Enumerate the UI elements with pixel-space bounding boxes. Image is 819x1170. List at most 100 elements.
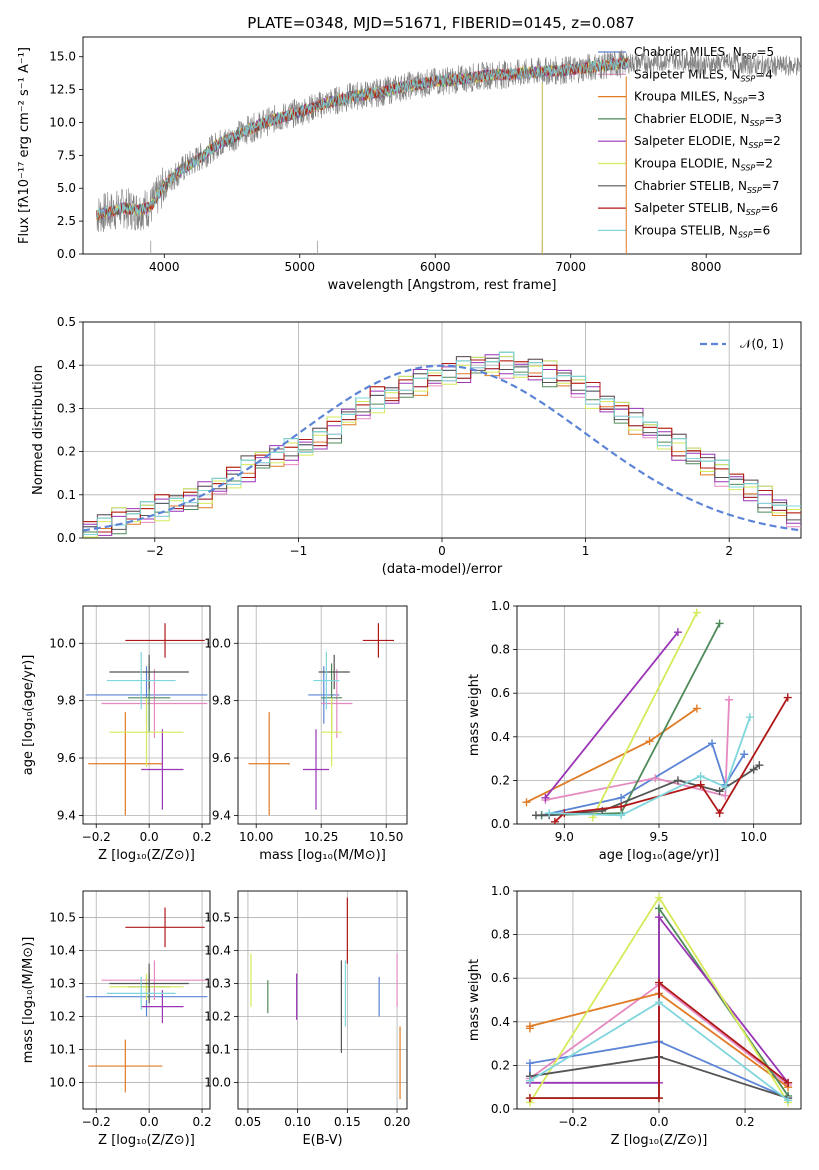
legend-entry: Salpeter STELIB, NSSP=6 <box>634 201 778 217</box>
legend-tail: =6 <box>760 201 778 215</box>
x-tick-label: 4000 <box>149 260 180 274</box>
y-tick-label: 0.3 <box>57 401 76 415</box>
weight-marker <box>715 809 724 818</box>
observed-spectrum-line <box>96 49 801 233</box>
legend-tail: =5 <box>756 45 774 59</box>
x-tick-label: 0.2 <box>193 830 212 844</box>
weight-series-line <box>529 1040 789 1099</box>
age_vs_Z-axes: −0.2 0.0 0.2 9.4 9.6 9.8 10.0 <box>49 605 212 844</box>
y-tick-label: 0.2 <box>57 445 76 459</box>
weight-marker <box>545 809 554 818</box>
axes-frame <box>237 890 408 1110</box>
axes-frame <box>82 890 211 1110</box>
legend-entry: Kroupa MILES, NSSP=3 <box>634 90 765 106</box>
x-tick-label: 0.20 <box>384 1115 411 1129</box>
x-tick-label: −1 <box>290 544 308 558</box>
chart-title: PLATE=0348, MJD=51671, FIBERID=0145, z=0… <box>247 14 634 32</box>
weight-marker <box>721 791 730 800</box>
y-tick-label: 0.4 <box>57 358 76 372</box>
y-tick-label: 10.4 <box>204 943 231 957</box>
weight-marker <box>617 811 626 820</box>
weight_vs_Z-plot-area <box>525 893 793 1107</box>
weight-marker <box>655 893 663 902</box>
x-tick-label: 5000 <box>284 260 315 274</box>
x-axis-label: (data-model)/error <box>382 562 503 577</box>
legend-label: Kroupa ELODIE, N <box>634 157 741 171</box>
y-tick-label: 7.5 <box>57 148 76 162</box>
y-tick-label: 10.1 <box>49 1043 76 1057</box>
x-tick-label: 0.2 <box>193 1115 212 1129</box>
weight-marker <box>692 608 701 617</box>
axes-frame <box>82 605 211 825</box>
y-tick-label: 0.0 <box>491 1102 510 1116</box>
weight-marker <box>655 1094 663 1103</box>
x-tick-label: 0.05 <box>235 1115 262 1129</box>
y-axis-label: mass weight <box>467 959 482 1041</box>
weight-marker <box>721 782 730 791</box>
y-tick-label: 0.4 <box>491 730 510 744</box>
legend-subscript: SSP <box>747 186 762 195</box>
residual-histogram <box>83 351 801 535</box>
legend-label: Salpeter MILES, N <box>634 67 741 81</box>
y-tick-label: 0.6 <box>491 686 510 700</box>
y-tick-label: 10.0 <box>204 636 231 650</box>
y-tick-label: 10.1 <box>204 1043 231 1057</box>
legend-subscript: SSP <box>750 119 765 128</box>
x-axis-label: Z [log₁₀(Z/Z⊙)] <box>98 848 195 863</box>
legend-label: Chabrier ELODIE, N <box>634 112 750 126</box>
legend-label: Chabrier STELIB, N <box>634 179 747 193</box>
legend-subscript: SSP <box>741 74 756 83</box>
legend-tail: =3 <box>747 90 765 104</box>
y-tick-label: 0.8 <box>491 928 510 942</box>
weight-marker <box>745 713 754 722</box>
x-tick-label: 0.15 <box>334 1115 361 1129</box>
axes-frame <box>516 605 802 825</box>
legend-entry: 𝒩(0, 1) <box>740 337 784 351</box>
x-tick-label: 10.25 <box>304 830 338 844</box>
weight-marker <box>725 695 734 704</box>
y-tick-label: 0.0 <box>57 531 76 545</box>
weight-marker <box>655 998 663 1007</box>
residual-histogram <box>83 359 801 533</box>
y-tick-label: 9.4 <box>212 808 231 822</box>
weight-marker <box>715 619 724 628</box>
legend-label: Kroupa MILES, N <box>634 90 733 104</box>
axes-frame <box>237 605 408 825</box>
weight-marker <box>645 737 654 746</box>
weight-marker <box>525 1059 534 1068</box>
x-tick-label: 0.0 <box>140 830 159 844</box>
weight-marker <box>784 1096 793 1105</box>
age_vs_Z-plot-area <box>85 623 208 816</box>
y-tick-label: 0.1 <box>57 488 76 502</box>
weight-marker <box>525 1094 534 1103</box>
y-tick-label: 0.0 <box>491 817 510 831</box>
y-tick-label: 10.2 <box>204 1010 231 1024</box>
legend-tail: =2 <box>763 134 781 148</box>
residuals-plot-area <box>83 351 801 538</box>
y-tick-label: 9.8 <box>57 694 76 708</box>
legend-subscript: SSP <box>748 141 763 150</box>
residuals-axes: −2 −1 0 1 2 0.0 0.1 0.2 0.3 0.4 0.5 𝒩(0, 1) <box>57 315 802 558</box>
weight-marker <box>783 693 792 702</box>
y-tick-label: 9.6 <box>57 751 76 765</box>
y-tick-label: 1.0 <box>491 599 510 613</box>
y-tick-label: 15.0 <box>49 50 76 64</box>
y-tick-label: 10.3 <box>49 976 76 990</box>
legend-entry: Kroupa ELODIE, NSSP=2 <box>634 157 773 173</box>
gaussian-curve <box>83 364 801 532</box>
x-tick-label: 0.10 <box>284 1115 311 1129</box>
y-tick-label: 10.5 <box>49 910 76 924</box>
x-axis-label: wavelength [Angstrom, rest frame] <box>328 278 557 293</box>
x-tick-label: 10.50 <box>369 830 403 844</box>
x-tick-label: −0.2 <box>558 1115 587 1129</box>
weight-marker <box>617 793 626 802</box>
x-tick-label: 9.0 <box>555 830 574 844</box>
weight-marker <box>651 774 660 783</box>
x-tick-label: 2 <box>725 544 733 558</box>
legend-entry: Chabrier STELIB, NSSP=7 <box>634 179 779 195</box>
legend-label: Chabrier MILES, N <box>634 45 742 59</box>
x-tick-label: 0.0 <box>649 1115 668 1129</box>
legend-label: Salpeter STELIB, N <box>634 201 746 215</box>
weight-marker <box>522 798 531 807</box>
